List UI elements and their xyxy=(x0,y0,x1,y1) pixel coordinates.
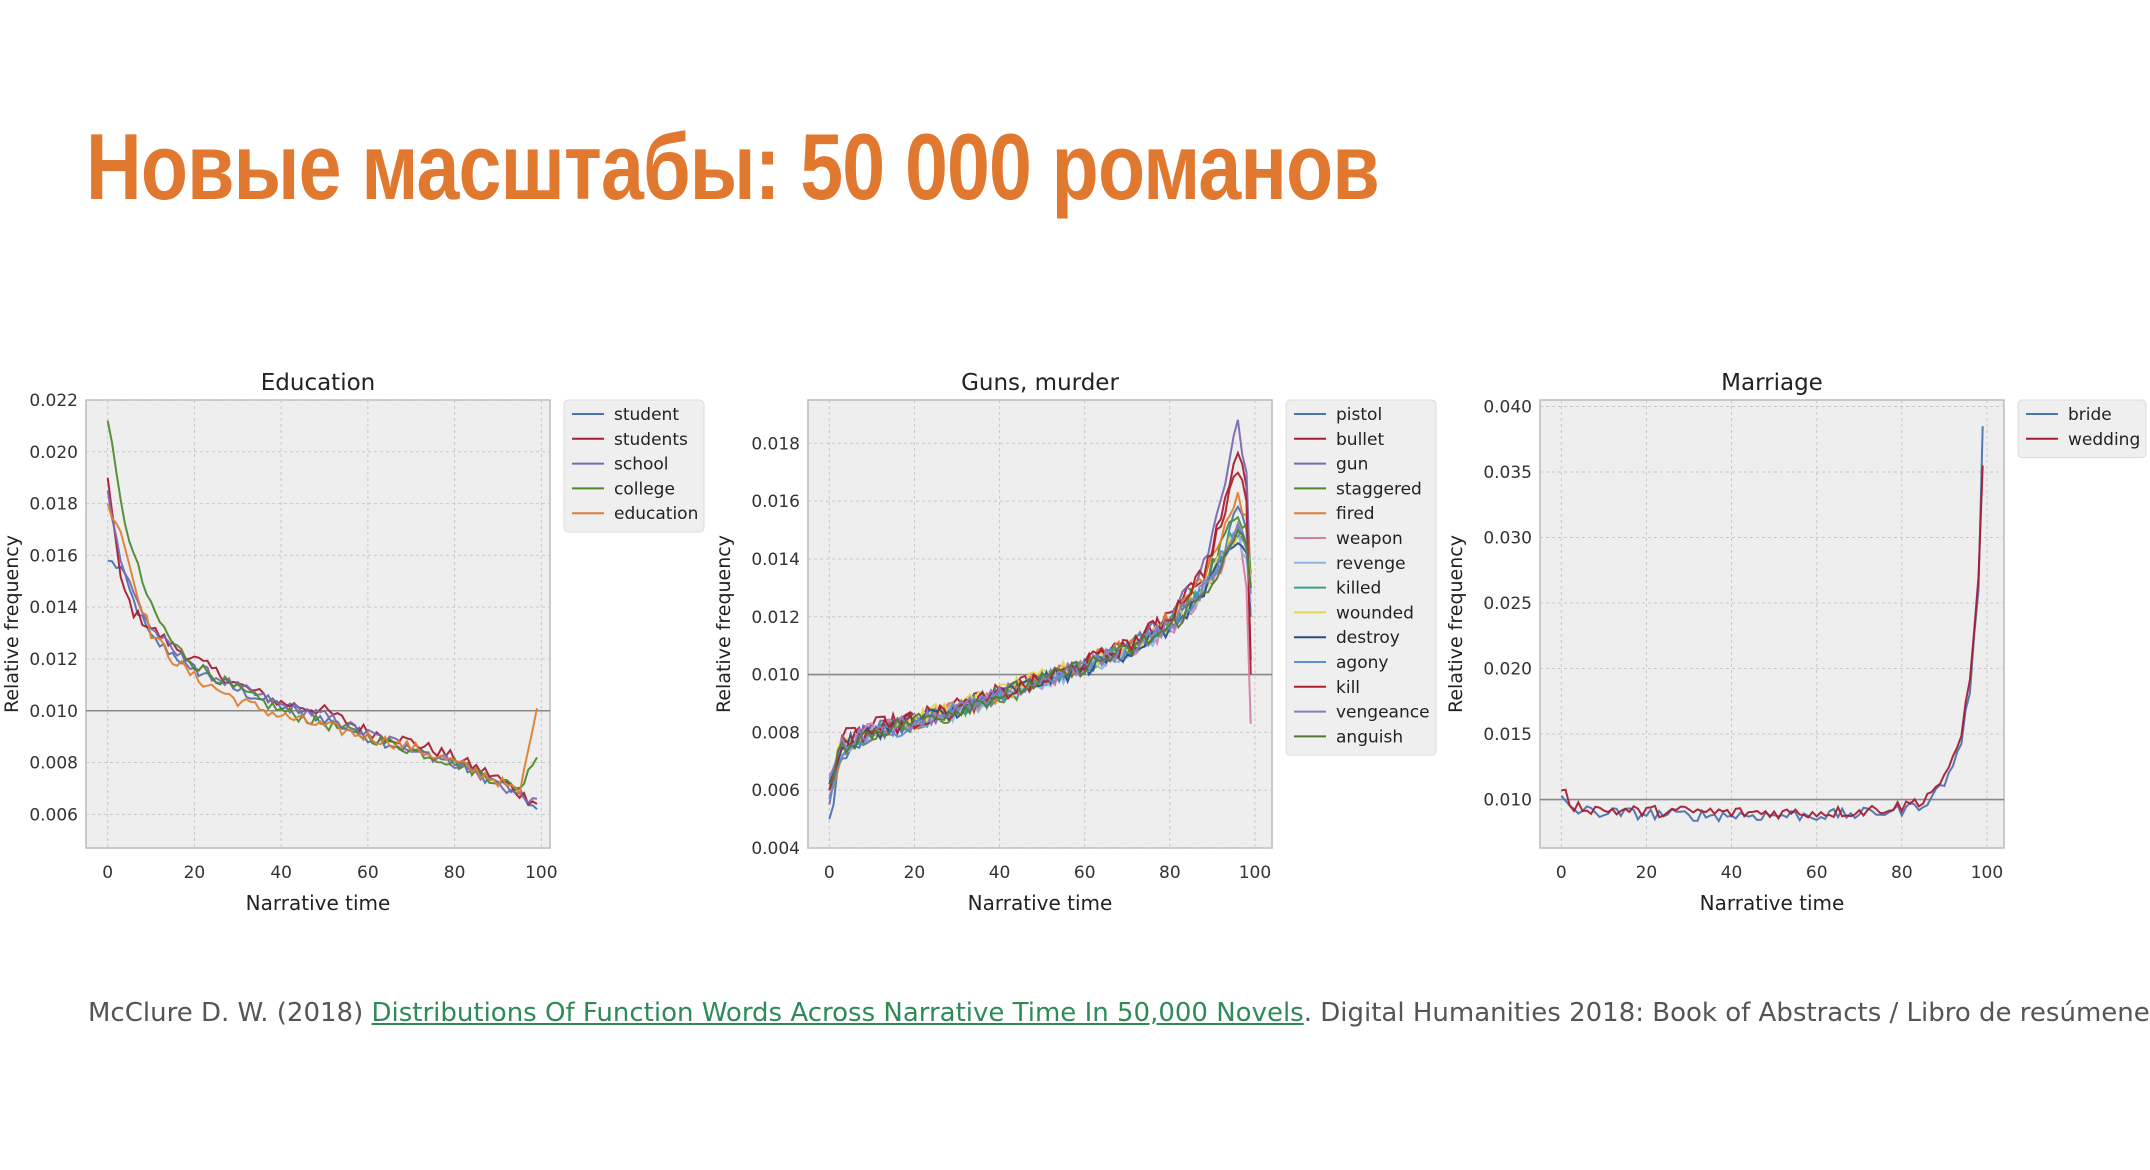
legend-label-pistol: pistol xyxy=(1336,405,1382,425)
y-tick-label: 0.010 xyxy=(751,666,800,686)
y-tick-label: 0.010 xyxy=(29,702,78,722)
x-tick-label: 100 xyxy=(1239,863,1271,883)
y-tick-label: 0.035 xyxy=(1483,463,1532,483)
x-tick-label: 20 xyxy=(904,863,926,883)
legend-label-bride: bride xyxy=(2068,405,2112,425)
x-tick-label: 0 xyxy=(1556,863,1567,883)
y-tick-label: 0.012 xyxy=(751,608,800,628)
series-line-students xyxy=(106,477,538,806)
legend-label-school: school xyxy=(614,455,669,475)
y-axis-label: Relative frequency xyxy=(713,535,735,713)
chart-education: 0 20 40 60 80 100 0.006 0.008 0.010 0.012 0.014 0.0… xyxy=(1,370,705,915)
legend-label-college: college xyxy=(614,479,675,499)
citation-author-year: McClure D. W. (2018) xyxy=(88,998,372,1028)
series-line-school xyxy=(106,490,538,805)
y-axis-label: Relative frequency xyxy=(1445,535,1467,713)
legend-label-anguish: anguish xyxy=(1336,727,1403,747)
slide-title: Новые масштабы: 50 000 романов xyxy=(86,114,1380,219)
legend-label-gun: gun xyxy=(1336,455,1368,475)
y-tick-label: 0.025 xyxy=(1483,594,1532,614)
y-tick-label: 0.020 xyxy=(1483,660,1532,680)
x-tick-label: 20 xyxy=(184,863,206,883)
series-line-anguish xyxy=(828,528,1252,786)
y-tick-label: 0.016 xyxy=(29,546,78,566)
y-tick-label: 0.006 xyxy=(29,805,78,825)
plot-area xyxy=(1539,399,2005,849)
y-tick-label: 0.010 xyxy=(1483,791,1532,811)
x-tick-label: 40 xyxy=(270,863,292,883)
series-line-wedding xyxy=(1561,465,1984,821)
citation-suffix: . Digital Humanities 2018: Book of Abstr… xyxy=(1303,998,2150,1028)
x-tick-label: 40 xyxy=(1721,863,1743,883)
y-tick-label: 0.020 xyxy=(29,443,78,463)
chart-guns: 0 20 40 60 80 100 0.004 0.006 0.008 0.010 0.012 0.0… xyxy=(713,370,1437,915)
x-tick-label: 40 xyxy=(989,863,1011,883)
x-tick-label: 60 xyxy=(1074,863,1096,883)
y-tick-label: 0.012 xyxy=(29,650,78,670)
chart-title: Guns, murder xyxy=(961,370,1119,396)
y-tick-label: 0.018 xyxy=(29,495,78,515)
legend-label-fired: fired xyxy=(1336,504,1375,524)
y-tick-label: 0.008 xyxy=(29,754,78,774)
x-tick-label: 0 xyxy=(824,863,835,883)
legend-label-staggered: staggered xyxy=(1336,479,1422,499)
x-axis-label: Narrative time xyxy=(1700,891,1845,915)
citation: McClure D. W. (2018) Distributions Of Fu… xyxy=(88,998,2150,1028)
legend-label-revenge: revenge xyxy=(1336,554,1406,574)
x-axis-label: Narrative time xyxy=(968,891,1113,915)
x-tick-label: 100 xyxy=(525,863,557,883)
x-tick-label: 80 xyxy=(1159,863,1181,883)
plot-area xyxy=(807,399,1273,849)
chart-title: Marriage xyxy=(1721,370,1823,396)
legend-label-wounded: wounded xyxy=(1336,603,1414,623)
legend-label-student: student xyxy=(614,405,679,425)
legend-label-education: education xyxy=(614,504,698,524)
y-tick-label: 0.014 xyxy=(29,598,78,618)
legend-label-students: students xyxy=(614,430,688,450)
x-axis-label: Narrative time xyxy=(246,891,391,915)
y-axis-label: Relative frequency xyxy=(1,535,23,713)
legend-label-agony: agony xyxy=(1336,653,1388,673)
y-tick-label: 0.022 xyxy=(29,391,78,411)
chart-title: Education xyxy=(261,370,376,396)
legend-label-bullet: bullet xyxy=(1336,430,1384,450)
y-tick-label: 0.015 xyxy=(1483,725,1532,745)
legend-label-vengeance: vengeance xyxy=(1336,703,1430,723)
y-tick-label: 0.040 xyxy=(1483,398,1532,418)
x-tick-label: 20 xyxy=(1636,863,1658,883)
legend-label-wedding: wedding xyxy=(2068,430,2140,450)
y-tick-label: 0.016 xyxy=(751,492,800,512)
series-line-education xyxy=(106,503,538,797)
x-tick-label: 60 xyxy=(1806,863,1828,883)
legend-label-killed: killed xyxy=(1336,579,1381,599)
legend-label-weapon: weapon xyxy=(1336,529,1403,549)
y-tick-label: 0.030 xyxy=(1483,529,1532,549)
y-tick-label: 0.008 xyxy=(751,723,800,743)
x-tick-label: 0 xyxy=(102,863,113,883)
legend-label-destroy: destroy xyxy=(1336,628,1400,648)
y-tick-label: 0.018 xyxy=(751,434,800,454)
x-tick-label: 80 xyxy=(1891,863,1913,883)
x-tick-label: 100 xyxy=(1971,863,2003,883)
series-line-vengeance xyxy=(828,520,1252,779)
y-tick-label: 0.004 xyxy=(751,839,800,859)
x-tick-label: 60 xyxy=(357,863,379,883)
y-tick-label: 0.006 xyxy=(751,781,800,801)
legend-label-kill: kill xyxy=(1336,678,1360,698)
chart-marriage: 0 20 40 60 80 100 0.010 0.015 0.020 0.025 0.030 0.0… xyxy=(1445,370,2147,915)
y-tick-label: 0.014 xyxy=(751,550,800,570)
citation-link[interactable]: Distributions Of Function Words Across N… xyxy=(371,998,1304,1028)
x-tick-label: 80 xyxy=(444,863,466,883)
legend-box xyxy=(563,399,705,533)
